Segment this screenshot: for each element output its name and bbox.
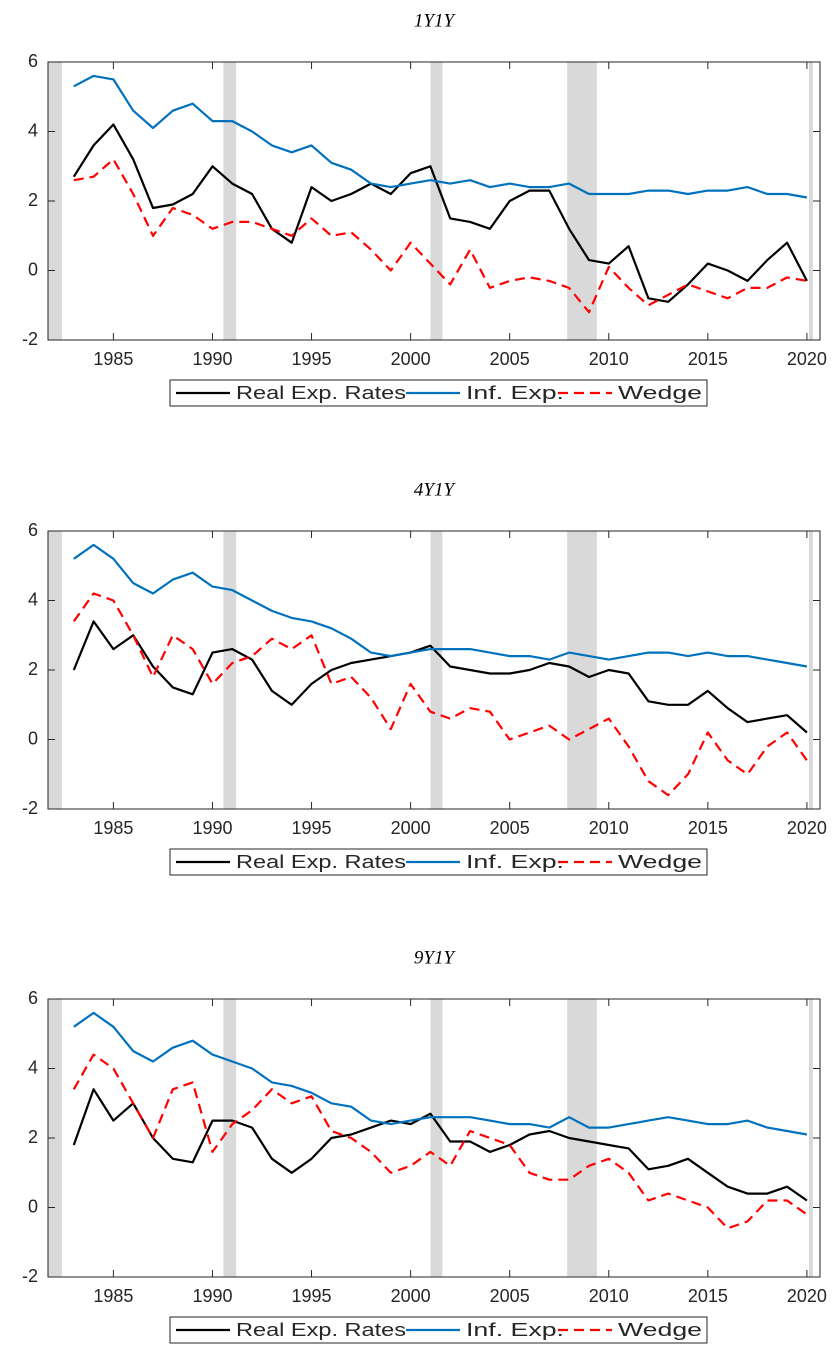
shaded-period xyxy=(808,531,813,809)
x-tick-label: 2005 xyxy=(490,818,530,838)
x-tick-label: 2010 xyxy=(589,818,629,838)
x-tick-label: 1985 xyxy=(93,349,133,369)
y-tick-label: 4 xyxy=(28,589,38,609)
series-line xyxy=(73,543,808,668)
series-line xyxy=(72,1053,808,1230)
shaded-period xyxy=(808,999,813,1277)
y-tick-label: 2 xyxy=(28,1127,38,1147)
panel: 1Y1Y -2 0 2 4 6 1985 1990 1995 2000 2005 2010 2015 20… xyxy=(22,10,827,407)
shaded-period xyxy=(223,531,237,809)
x-tick-label: 2010 xyxy=(589,1286,629,1306)
shaded-period xyxy=(567,531,597,809)
y-tick-label: 0 xyxy=(28,1196,38,1216)
shaded-period xyxy=(430,999,443,1277)
legend-label: Inf. Exp. xyxy=(466,1320,564,1340)
x-tick-label: 2020 xyxy=(787,818,827,838)
x-tick-label: 2020 xyxy=(787,1286,827,1306)
y-tick-label: 0 xyxy=(28,728,38,748)
series-line xyxy=(73,74,808,199)
y-tick-label: -2 xyxy=(22,1266,38,1286)
shaded-period xyxy=(430,62,443,340)
plot-frame xyxy=(47,530,821,810)
shaded-period xyxy=(567,62,597,340)
legend-label: Real Exp. Rates xyxy=(236,852,406,872)
panel: 4Y1Y -2 0 2 4 6 1985 1990 1995 2000 2005 2010 2015 20… xyxy=(22,479,827,876)
shaded-period xyxy=(808,62,813,340)
x-tick-label: 2015 xyxy=(688,349,728,369)
series-line xyxy=(72,592,808,797)
y-tick-label: 4 xyxy=(28,1057,38,1077)
series-line xyxy=(72,620,808,734)
x-tick-label: 1995 xyxy=(292,349,332,369)
y-tick-label: 6 xyxy=(28,520,38,540)
x-tick-label: 1990 xyxy=(192,1286,232,1306)
x-tick-label: 2000 xyxy=(391,1286,431,1306)
y-tick-label: -2 xyxy=(22,329,38,349)
chart-title: 9Y1Y xyxy=(414,947,457,968)
plot-frame xyxy=(47,61,821,341)
y-tick-label: 0 xyxy=(28,259,38,279)
x-tick-label: 1985 xyxy=(93,818,133,838)
shaded-period xyxy=(430,531,443,809)
legend-label: Inf. Exp. xyxy=(466,383,564,403)
legend-label: Wedge xyxy=(618,383,702,403)
x-tick-label: 2005 xyxy=(490,349,530,369)
x-tick-label: 2010 xyxy=(589,349,629,369)
legend-label: Inf. Exp. xyxy=(466,852,564,872)
x-tick-label: 2005 xyxy=(490,1286,530,1306)
legend-label: Wedge xyxy=(618,1320,702,1340)
panel: 9Y1Y -2 0 2 4 6 1985 1990 1995 2000 2005 2010 2015 20… xyxy=(22,947,827,1344)
y-tick-label: 4 xyxy=(28,120,38,140)
x-tick-label: 1995 xyxy=(292,818,332,838)
y-tick-label: -2 xyxy=(22,798,38,818)
shaded-period xyxy=(223,999,237,1277)
series-line xyxy=(73,158,808,314)
x-tick-label: 2000 xyxy=(391,349,431,369)
x-tick-label: 2015 xyxy=(688,1286,728,1306)
y-tick-label: 2 xyxy=(28,659,38,679)
legend-label: Wedge xyxy=(618,852,702,872)
x-tick-label: 2000 xyxy=(391,818,431,838)
x-tick-label: 1985 xyxy=(93,1286,133,1306)
legend-label: Real Exp. Rates xyxy=(236,383,406,403)
series-line xyxy=(73,1011,808,1136)
x-tick-label: 1990 xyxy=(192,349,232,369)
y-tick-label: 6 xyxy=(28,51,38,71)
series-line xyxy=(72,1088,808,1202)
y-tick-label: 2 xyxy=(28,190,38,210)
shaded-period xyxy=(223,62,237,340)
x-tick-label: 1990 xyxy=(192,818,232,838)
x-tick-label: 2020 xyxy=(787,349,827,369)
chart-title: 4Y1Y xyxy=(414,479,457,500)
plot-frame xyxy=(47,998,821,1278)
y-tick-label: 6 xyxy=(28,988,38,1008)
legend-label: Real Exp. Rates xyxy=(236,1320,406,1340)
x-tick-label: 1995 xyxy=(292,1286,332,1306)
x-tick-label: 2015 xyxy=(688,818,728,838)
chart-title: 1Y1Y xyxy=(414,10,457,31)
